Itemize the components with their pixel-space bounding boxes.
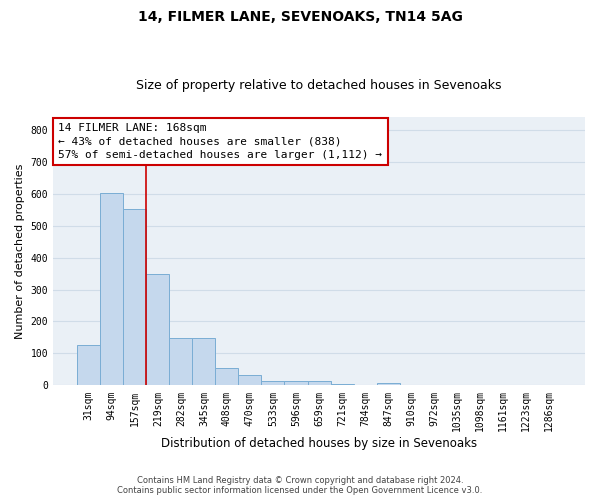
- Bar: [169, 338, 193, 386]
- X-axis label: Distribution of detached houses by size in Sevenoaks: Distribution of detached houses by size …: [161, 437, 477, 450]
- Bar: [308, 382, 331, 386]
- Text: Contains HM Land Registry data © Crown copyright and database right 2024.
Contai: Contains HM Land Registry data © Crown c…: [118, 476, 482, 495]
- Bar: [123, 209, 146, 386]
- Y-axis label: Number of detached properties: Number of detached properties: [15, 164, 25, 339]
- Bar: [193, 338, 215, 386]
- Bar: [238, 375, 262, 386]
- Text: 14, FILMER LANE, SEVENOAKS, TN14 5AG: 14, FILMER LANE, SEVENOAKS, TN14 5AG: [137, 10, 463, 24]
- Bar: [215, 368, 238, 386]
- Bar: [146, 274, 169, 386]
- Bar: [100, 192, 123, 386]
- Bar: [262, 380, 284, 386]
- Bar: [77, 346, 100, 386]
- Bar: [284, 382, 308, 386]
- Bar: [377, 383, 400, 386]
- Bar: [331, 384, 353, 386]
- Text: 14 FILMER LANE: 168sqm
← 43% of detached houses are smaller (838)
57% of semi-de: 14 FILMER LANE: 168sqm ← 43% of detached…: [58, 124, 382, 160]
- Title: Size of property relative to detached houses in Sevenoaks: Size of property relative to detached ho…: [136, 79, 502, 92]
